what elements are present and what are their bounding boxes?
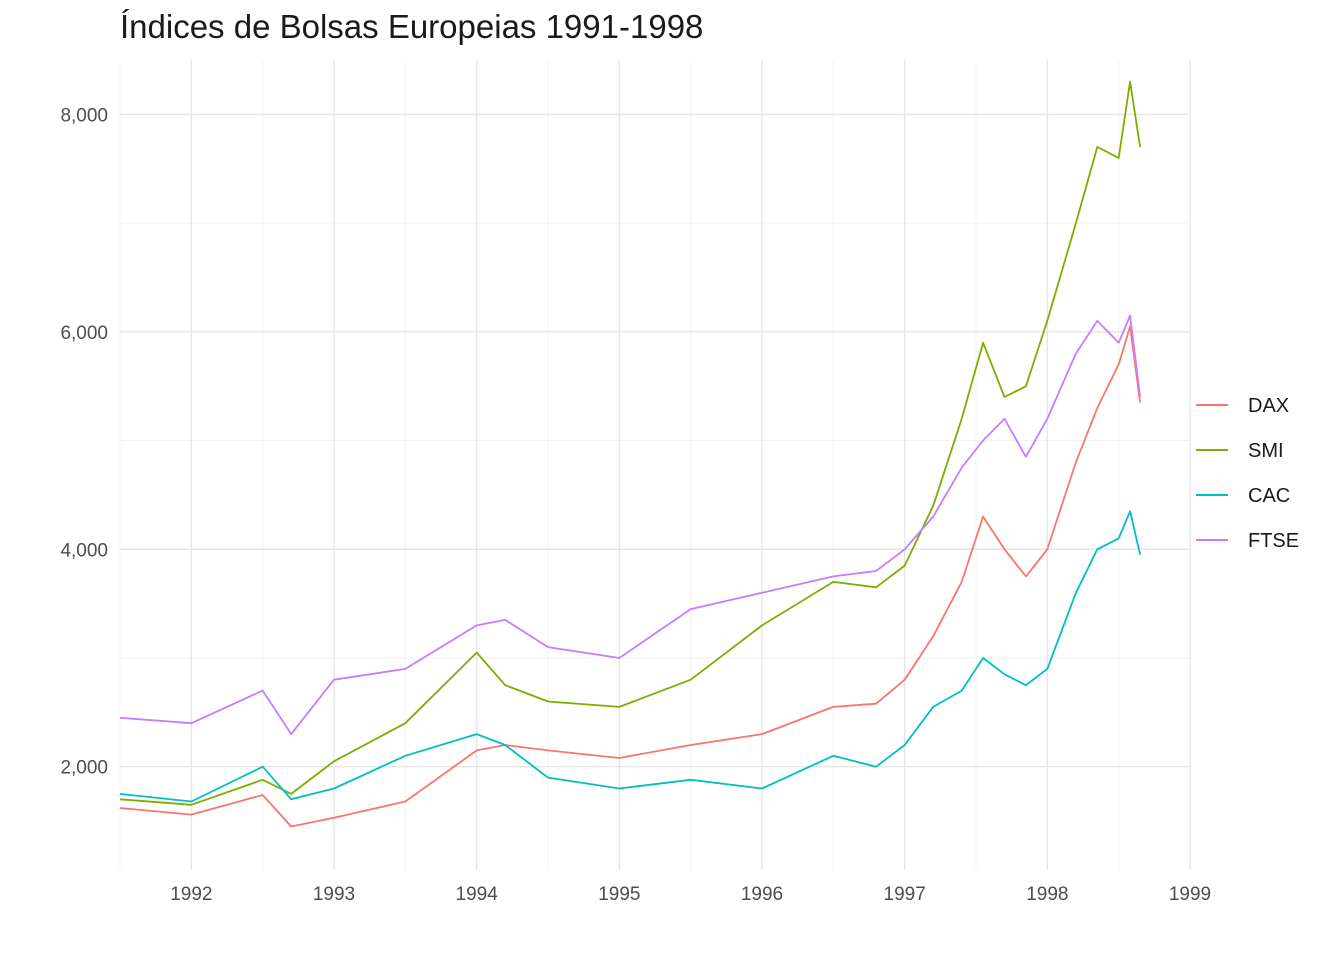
y-tick-label: 2,000 xyxy=(60,758,108,779)
x-tick-label: 1998 xyxy=(1026,884,1068,905)
y-axis-ticks: 2,000 4,000 6,000 8,000 xyxy=(60,105,108,778)
series-lines xyxy=(119,80,1141,828)
series-line-dax xyxy=(119,325,1141,828)
y-tick-label: 4,000 xyxy=(60,540,108,561)
x-tick-label: 1996 xyxy=(741,884,783,905)
series-line-smi xyxy=(119,80,1141,806)
x-tick-label: 1995 xyxy=(598,884,640,905)
x-tick-label: 1999 xyxy=(1169,884,1211,905)
legend-label-ftse: FTSE xyxy=(1248,530,1299,552)
grid-minor xyxy=(119,60,1190,870)
x-tick-label: 1992 xyxy=(170,884,212,905)
series-line-cac xyxy=(119,510,1141,803)
x-tick-label: 1993 xyxy=(313,884,355,905)
y-tick-label: 6,000 xyxy=(60,323,108,344)
grid-major xyxy=(120,60,1191,870)
series-line-ftse xyxy=(119,314,1141,735)
legend: DAX SMI CAC FTSE xyxy=(1196,395,1299,552)
x-tick-label: 1994 xyxy=(456,884,499,905)
legend-label-cac: CAC xyxy=(1248,485,1290,507)
y-tick-label: 8,000 xyxy=(60,105,108,126)
chart-title: Índices de Bolsas Europeias 1991-1998 xyxy=(120,8,704,45)
x-axis-ticks: 1992 1993 1994 1995 1996 1997 1998 1999 xyxy=(170,884,1211,905)
legend-label-smi: SMI xyxy=(1248,440,1284,462)
x-tick-label: 1997 xyxy=(884,884,926,905)
legend-label-dax: DAX xyxy=(1248,395,1289,417)
